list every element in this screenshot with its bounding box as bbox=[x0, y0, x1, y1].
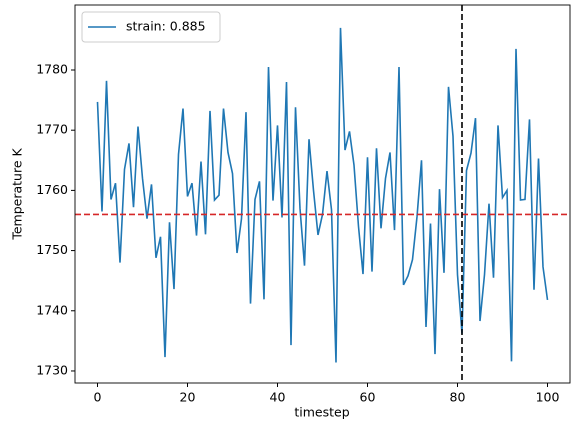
data-line bbox=[96, 27, 549, 363]
y-tick-label: 1780 bbox=[36, 62, 68, 77]
y-tick-label: 1770 bbox=[36, 122, 68, 137]
y-tick-label: 1760 bbox=[36, 182, 68, 197]
y-tick-label: 1750 bbox=[36, 242, 68, 257]
axes-frame bbox=[74, 4, 571, 384]
x-tick-label: 100 bbox=[536, 390, 560, 405]
x-tick-label: 80 bbox=[450, 390, 466, 405]
legend-box bbox=[81, 11, 221, 43]
x-tick-label: 0 bbox=[94, 390, 102, 405]
x-tick-label: 20 bbox=[180, 390, 196, 405]
y-tick-label: 1730 bbox=[36, 362, 68, 377]
x-tick-label: 40 bbox=[270, 390, 286, 405]
y-axis-label: Temperature K bbox=[10, 148, 25, 241]
x-tick-label: 60 bbox=[360, 390, 376, 405]
x-axis-label: timestep bbox=[294, 405, 349, 420]
y-tick-label: 1740 bbox=[36, 302, 68, 317]
legend-label: strain: 0.885 bbox=[126, 19, 206, 34]
